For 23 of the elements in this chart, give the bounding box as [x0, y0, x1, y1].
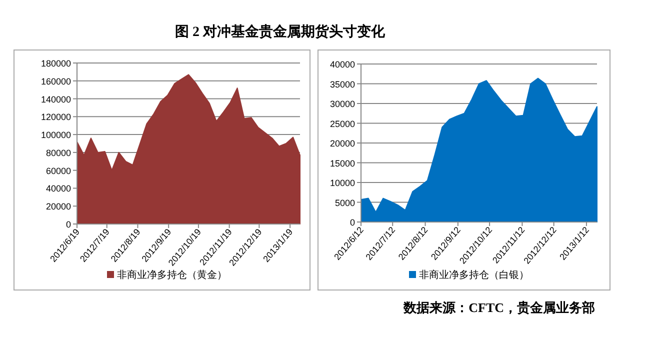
y-tick-label: 30000 [330, 99, 355, 109]
legend-label: 非商业净多持仓（黄金） [117, 269, 227, 281]
y-tick-label: 10000 [330, 178, 355, 188]
y-tick-label: 15000 [330, 158, 355, 168]
y-tick-label: 35000 [330, 79, 355, 90]
y-tick-label: 80000 [46, 148, 71, 158]
y-tick-label: 5000 [334, 198, 355, 208]
y-tick-label: 60000 [46, 166, 71, 176]
y-tick-label: 180000 [40, 58, 71, 68]
y-tick-label: 0 [350, 218, 355, 228]
y-tick-label: 20000 [330, 138, 355, 148]
y-tick-label: 140000 [40, 94, 71, 104]
y-tick-label: 160000 [40, 76, 71, 86]
legend-label: 非商业净多持仓（白银） [419, 269, 529, 281]
y-tick-label: 40000 [46, 184, 71, 194]
y-tick-label: 40000 [330, 60, 355, 70]
y-tick-label: 20000 [46, 202, 71, 212]
y-tick-label: 0 [66, 220, 71, 230]
y-tick-label: 100000 [40, 130, 71, 140]
source-note: 数据来源：CFTC，贵金属业务部 [402, 300, 595, 315]
chart-title: 图 2 对冲基金贵金属期货头寸变化 [175, 23, 386, 40]
y-tick-label: 120000 [40, 112, 71, 122]
y-tick-label: 25000 [330, 118, 355, 129]
